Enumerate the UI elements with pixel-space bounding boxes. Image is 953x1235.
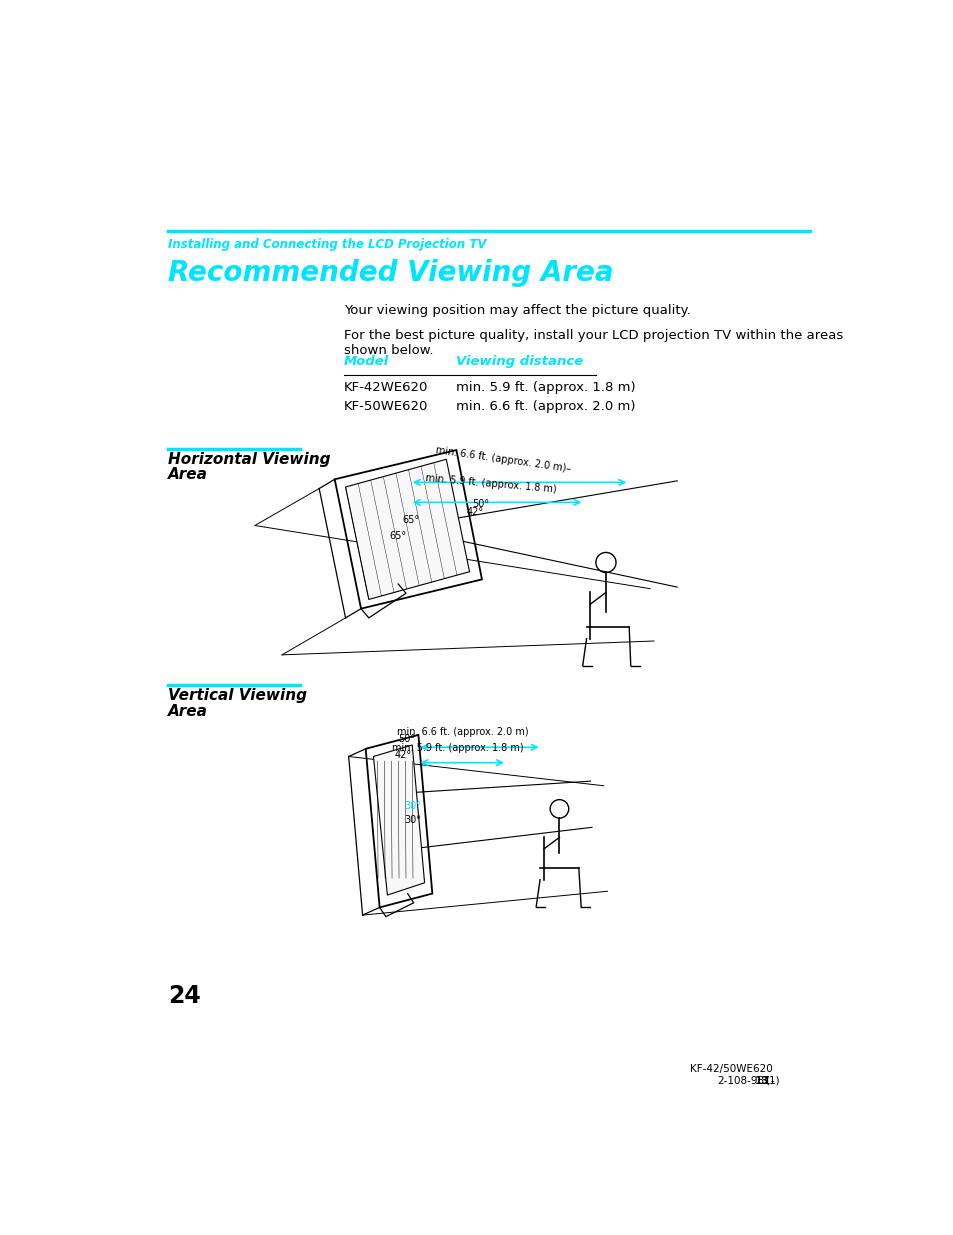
Text: Your viewing position may affect the picture quality.: Your viewing position may affect the pic… [344, 304, 690, 316]
Text: (1): (1) [764, 1076, 779, 1086]
Text: KF-50WE620: KF-50WE620 [344, 400, 428, 412]
Text: Area: Area [168, 704, 208, 719]
Text: min. 6.6 ft. (approx. 2.0 m)–: min. 6.6 ft. (approx. 2.0 m)– [435, 445, 572, 473]
Text: min. 5.9 ft. (approx. 1.8 m): min. 5.9 ft. (approx. 1.8 m) [425, 473, 557, 494]
Polygon shape [345, 459, 469, 599]
Text: 30°: 30° [404, 815, 421, 825]
Text: 50°: 50° [397, 734, 415, 743]
Text: 42°: 42° [394, 750, 411, 760]
Text: KF-42WE620: KF-42WE620 [344, 380, 428, 394]
Text: Area: Area [168, 467, 208, 483]
Polygon shape [373, 745, 424, 895]
Text: min. 5.9 ft. (approx. 1.8 m): min. 5.9 ft. (approx. 1.8 m) [456, 380, 636, 394]
Text: min. 5.9 ft. (approx. 1.8 m): min. 5.9 ft. (approx. 1.8 m) [392, 743, 523, 753]
Text: 65°: 65° [389, 531, 406, 541]
Text: Recommended Viewing Area: Recommended Viewing Area [168, 258, 613, 287]
Text: 24: 24 [168, 984, 201, 1008]
Text: 65°: 65° [402, 515, 418, 525]
Text: Viewing distance: Viewing distance [456, 356, 583, 368]
Text: min. 6.6 ft. (approx. 2.0 m): min. 6.6 ft. (approx. 2.0 m) [456, 400, 636, 412]
Text: Vertical Viewing: Vertical Viewing [168, 688, 307, 703]
Text: 42°: 42° [466, 508, 483, 517]
Text: 13: 13 [754, 1076, 768, 1086]
Text: For the best picture quality, install your LCD projection TV within the areas: For the best picture quality, install yo… [344, 330, 842, 342]
Text: min. 6.6 ft. (approx. 2.0 m): min. 6.6 ft. (approx. 2.0 m) [396, 727, 528, 737]
Text: shown below.: shown below. [344, 343, 433, 357]
Text: KF-42/50WE620: KF-42/50WE620 [689, 1065, 772, 1074]
Text: 2-108-981-: 2-108-981- [717, 1076, 774, 1086]
Text: Horizontal Viewing: Horizontal Viewing [168, 452, 331, 467]
Text: Model: Model [344, 356, 389, 368]
Text: 30°: 30° [404, 800, 421, 811]
Text: Installing and Connecting the LCD Projection TV: Installing and Connecting the LCD Projec… [168, 238, 486, 251]
Text: 50°: 50° [472, 499, 489, 509]
